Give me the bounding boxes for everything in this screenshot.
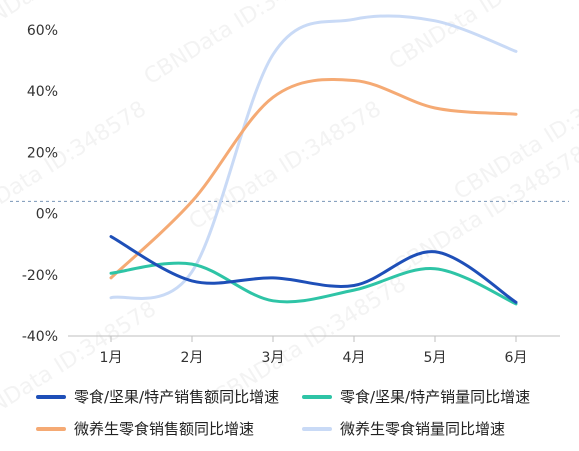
legend-item-4: 微养生零食销量同比增速 [302,418,505,439]
y-tick-label: -20% [22,268,58,284]
x-tick-label: 4月 [343,350,366,366]
watermark-text: CBNData ID:348578 [0,0,161,45]
x-tick-label: 3月 [262,350,285,366]
watermark-text: CBNData ID:348578 [0,97,151,235]
legend-item-3: 微养生零食销售额同比增速 [36,418,254,439]
x-tick-label: 5月 [424,350,447,366]
legend-label-1: 零食/坚果/特产销售额同比增速 [74,388,280,406]
x-tick-label: 1月 [100,350,123,366]
legend-item-1: 零食/坚果/特产销售额同比增速 [36,386,279,407]
legend-item-2: 零食/坚果/特产销量同比增速 [302,386,530,407]
series-line-2 [109,261,518,306]
legend-swatch-3 [36,426,66,431]
legend-swatch-4 [302,426,332,431]
y-tick-label: 20% [27,145,58,161]
series-line-3 [109,78,518,280]
watermark-text: CBNData ID:348578 [140,0,341,90]
legend-label-2: 零食/坚果/特产销量同比增速 [340,388,531,406]
legend-label-3: 微养生零食销售额同比增速 [74,420,255,438]
y-tick-label: 0% [36,207,58,223]
y-tick-label: 40% [27,84,58,100]
x-tick-label: 6月 [505,350,528,366]
y-tick-label: 60% [27,23,58,39]
series-layer [109,14,518,306]
legend-swatch-2 [302,394,332,399]
legend-label-4: 微养生零食销量同比增速 [340,420,506,438]
series-line-1 [109,235,518,304]
axes: 1月 2月 3月 4月 5月 6月 60% 40% 20% 0% -20% -40% [10,23,569,366]
watermark-layer: CBNData ID:348578 CBNData ID:348578CBNDat… [0,0,579,435]
legend-swatch-1 [36,394,66,399]
y-tick-label: -40% [22,329,58,345]
watermark-text: CBNData ID:348578 [0,297,161,435]
x-tick-label: 2月 [181,350,204,366]
